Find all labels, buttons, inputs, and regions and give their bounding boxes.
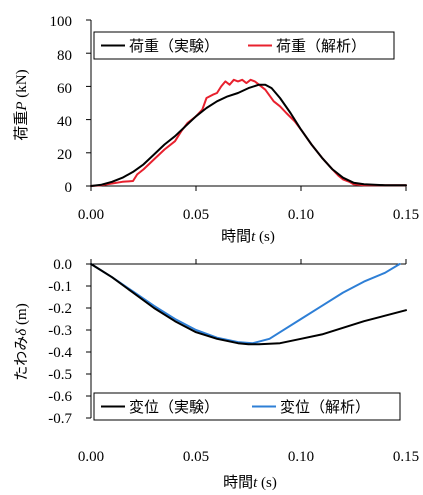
deflection-y-axis-title-main: たわみ bbox=[13, 336, 30, 381]
load-legend-label-analysis: 荷重（解析） bbox=[276, 38, 366, 55]
deflection-xtick-label: 0.15 bbox=[393, 449, 419, 465]
deflection-legend-box bbox=[93, 392, 401, 421]
deflection-ytick-label: -0.1 bbox=[48, 279, 72, 295]
deflection-ytick-label: -0.4 bbox=[48, 345, 72, 361]
load-xtick-label: 0.10 bbox=[288, 207, 314, 223]
load-y-axis-title-main: 荷重 bbox=[13, 111, 30, 141]
load-chart: 0.00 0.05 0.10 0.15 0 20 40 60 80 100 時間… bbox=[13, 14, 419, 245]
load-x-axis-title-unit: (s) bbox=[255, 229, 275, 245]
deflection-series-line-experiment bbox=[90, 263, 407, 346]
deflection-chart: 0.00 0.05 0.10 0.15 0.0 -0.1 -0.2 -0.3 -… bbox=[13, 257, 419, 491]
load-chart-marks bbox=[86, 19, 407, 191]
deflection-chart-marks bbox=[86, 259, 407, 419]
load-x-axis-title: 時間t (s) bbox=[221, 228, 275, 245]
load-ytick-label: 100 bbox=[50, 14, 73, 30]
deflection-x-axis-title-main: 時間 bbox=[223, 474, 253, 491]
deflection-y-axis-title: たわみδ (m) bbox=[13, 303, 30, 380]
load-y-axis-title-unit: (kN) bbox=[14, 69, 30, 101]
load-legend-box bbox=[93, 31, 395, 60]
deflection-x-axis-title-unit: (s) bbox=[257, 475, 277, 491]
load-y-axis-title: 荷重P (kN) bbox=[13, 69, 30, 140]
deflection-ytick-label: -0.5 bbox=[48, 367, 72, 383]
deflection-legend-label-experiment: 変位（実験） bbox=[129, 399, 219, 416]
deflection-legend-label-analysis: 変位（解析） bbox=[280, 399, 370, 416]
deflection-ytick-label: 0.0 bbox=[53, 257, 72, 273]
load-x-axis-title-symbol: t bbox=[251, 229, 256, 245]
deflection-x-axis-title-symbol: t bbox=[253, 475, 258, 491]
load-legend: 荷重（実験） 荷重（解析） bbox=[93, 31, 395, 60]
deflection-ytick-label: -0.7 bbox=[48, 411, 72, 427]
load-ytick-label: 40 bbox=[57, 114, 72, 130]
deflection-xtick-label: 0.10 bbox=[288, 449, 314, 465]
load-series-line-analysis bbox=[90, 78, 407, 187]
deflection-xtick-label: 0.05 bbox=[183, 449, 209, 465]
load-series-line-experiment bbox=[90, 83, 407, 187]
load-ytick-label: 0 bbox=[65, 180, 73, 196]
load-ytick-label: 80 bbox=[57, 48, 72, 64]
load-xtick-label: 0.00 bbox=[78, 207, 104, 223]
load-x-axis-title-main: 時間 bbox=[221, 228, 251, 245]
load-xtick-label: 0.05 bbox=[183, 207, 209, 223]
deflection-legend: 変位（実験） 変位（解析） bbox=[93, 392, 401, 421]
load-ytick-label: 60 bbox=[57, 81, 72, 97]
deflection-y-axis-title-symbol: δ bbox=[14, 328, 30, 336]
deflection-x-axis-title: 時間t (s) bbox=[223, 474, 277, 491]
load-ytick-label: 20 bbox=[57, 147, 72, 163]
load-legend-label-experiment: 荷重（実験） bbox=[129, 38, 219, 55]
deflection-ytick-label: -0.2 bbox=[48, 301, 72, 317]
deflection-series-line-analysis bbox=[90, 263, 401, 345]
load-xtick-label: 0.15 bbox=[393, 207, 419, 223]
deflection-ytick-label: -0.3 bbox=[48, 323, 72, 339]
deflection-y-axis-title-unit: (m) bbox=[14, 303, 30, 328]
deflection-ytick-label: -0.6 bbox=[48, 389, 72, 405]
load-y-axis-title-symbol: P bbox=[14, 101, 30, 111]
deflection-xtick-label: 0.00 bbox=[78, 449, 104, 465]
